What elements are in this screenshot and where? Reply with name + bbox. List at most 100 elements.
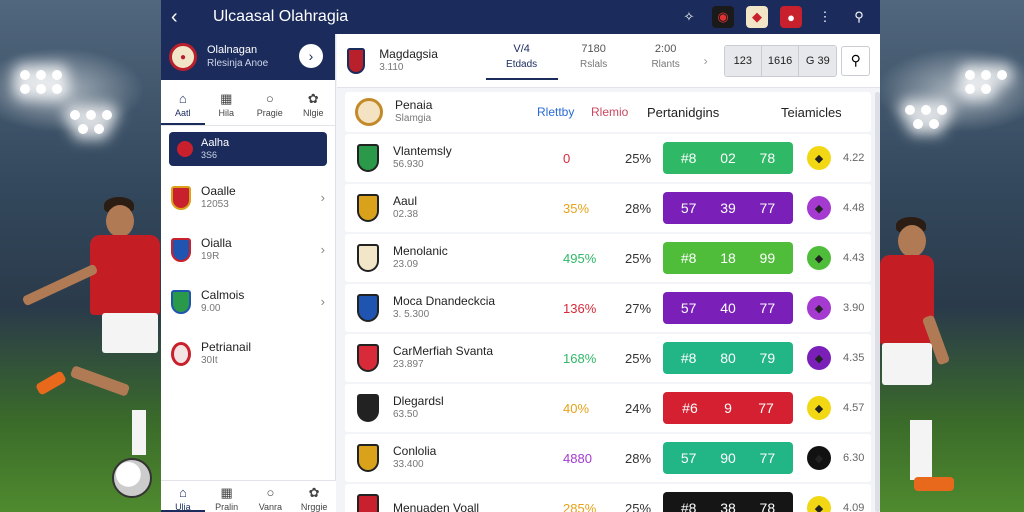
- odds-value: 6.30: [843, 452, 865, 464]
- team-crest-icon: [177, 141, 193, 157]
- tab-results[interactable]: 7180 Rslals: [580, 42, 608, 70]
- status-badge-icon[interactable]: ◆: [807, 496, 831, 512]
- stats-bar: #8 18 99: [663, 242, 793, 274]
- stat-value: 18: [720, 250, 736, 266]
- top-bar: ‹ Ulcaasal Olahragia ✧ ◉ ◆ ● ⋮ ⚲: [161, 0, 880, 34]
- tab-group[interactable]: ✿ Nlgie: [292, 80, 336, 125]
- team-list-item[interactable]: Calmois 9.00 ›: [161, 276, 335, 328]
- tab-home[interactable]: ⌂ Aatl: [161, 80, 205, 125]
- floodlight-left: [20, 70, 110, 110]
- search-icon[interactable]: ⚲: [854, 9, 864, 24]
- nav-group[interactable]: ✿ Nrggie: [292, 481, 336, 512]
- table-row[interactable]: CarMerfiah Svanta 23.897 168% 25% #8 80 …: [345, 334, 871, 382]
- stat-value: 57: [680, 300, 697, 316]
- match-header: Magdagsia 3.110 V/4 Etdads 7180 Rslals 2…: [337, 34, 880, 88]
- tab-documents[interactable]: ▦ Hila: [205, 80, 249, 125]
- team-list-item[interactable]: Oaalle 12053 ›: [161, 172, 335, 224]
- table-row[interactable]: Dlegardsl 63.50 40% 24% #6 9 77 ◆ 4.57: [345, 384, 871, 432]
- home-icon: ⌂: [178, 485, 187, 500]
- stat-value: 02: [720, 150, 736, 166]
- status-badge-icon[interactable]: ◆: [807, 446, 831, 470]
- team-shield-icon: [171, 290, 191, 314]
- stat-value: #8: [680, 150, 697, 166]
- team-name: Moca Dnandeckcia: [393, 294, 496, 308]
- stat-value: 90: [720, 450, 736, 466]
- notification-icon[interactable]: ●: [780, 6, 802, 28]
- selected-team-item[interactable]: Aalha 3S6: [169, 132, 327, 166]
- search-button[interactable]: ⚲: [841, 45, 870, 76]
- score-box[interactable]: G 39: [799, 45, 837, 76]
- club-crest-icon[interactable]: ◆: [746, 6, 768, 28]
- percentage-value: 4880: [563, 450, 592, 466]
- floodlight-right-2: [965, 70, 1024, 110]
- match-tabs: V/4 Etdads 7180 Rslals 2:00 Rlants: [485, 42, 702, 80]
- secondary-percentage: 25%: [625, 150, 652, 166]
- group-icon: ✿: [308, 485, 320, 500]
- chevron-right-icon: ›: [320, 294, 325, 309]
- secondary-percentage: 25%: [625, 350, 652, 366]
- team-badge-icon[interactable]: ◉: [712, 6, 734, 28]
- profile-card[interactable]: ● Olalnagan Rlesinja Anoe ›: [161, 34, 335, 80]
- more-icon[interactable]: ⋮: [818, 9, 832, 24]
- nav-chat[interactable]: ○ Vanra: [249, 481, 293, 512]
- table-row[interactable]: Moca Dnandeckcia 3. 5.300 136% 27% 57 40…: [345, 284, 871, 332]
- table-row[interactable]: Aaul 02.38 35% 28% 57 39 77 ◆ 4.48: [345, 184, 871, 232]
- tab-chat[interactable]: ○ Pragie: [248, 80, 292, 125]
- percentage-value: 35%: [563, 200, 590, 216]
- table-row[interactable]: Conlolia 33.400 4880 28% 57 90 77 ◆ 6.30: [345, 434, 871, 482]
- column-header-2[interactable]: Rlemio: [591, 105, 629, 119]
- team-list-item[interactable]: Oialla 19R ›: [161, 224, 335, 276]
- status-badge-icon[interactable]: ◆: [807, 146, 831, 170]
- odds-value: 4.43: [843, 252, 865, 264]
- stat-value: 80: [720, 350, 736, 366]
- secondary-percentage: 28%: [625, 200, 652, 216]
- scrollbar[interactable]: [875, 92, 880, 512]
- secondary-percentage: 24%: [625, 400, 652, 416]
- football: [112, 458, 152, 498]
- score-box[interactable]: 1616: [761, 45, 800, 76]
- stat-value: 77: [759, 300, 776, 316]
- stats-bar: #8 80 79: [663, 342, 793, 374]
- team-name: Dlegardsl: [393, 394, 444, 408]
- floodlight-right: [905, 105, 995, 145]
- percentage-value: 40%: [563, 400, 590, 416]
- team-sub: 63.50: [393, 409, 419, 420]
- stat-value: 57: [680, 200, 697, 216]
- team-sub: 02.38: [393, 209, 419, 220]
- status-badge-icon[interactable]: ◆: [807, 196, 831, 220]
- status-badge-icon[interactable]: ◆: [807, 246, 831, 270]
- search-icon: ⚲: [850, 52, 861, 68]
- status-badge-icon[interactable]: ◆: [807, 296, 831, 320]
- status-badge-icon[interactable]: ◆: [807, 346, 831, 370]
- team-name: Menuaden Voall: [393, 500, 480, 512]
- floodlight-left-2: [70, 110, 160, 150]
- table-row[interactable]: Menolanic 23.09 495% 25% #8 18 99 ◆ 4.43: [345, 234, 871, 282]
- translate-icon[interactable]: ✧: [683, 9, 695, 24]
- tab-points[interactable]: 2:00 Rlants: [651, 42, 680, 70]
- odds-value: 4.57: [843, 402, 865, 414]
- column-header-1[interactable]: Rlettby: [537, 105, 575, 119]
- team-shield-icon: [171, 342, 191, 366]
- stats-bar: #8 02 78: [663, 142, 793, 174]
- score-boxes: 123 1616 G 39: [723, 44, 838, 77]
- stat-value: 77: [759, 450, 776, 466]
- team-name: CarMerfiah Svanta: [393, 344, 494, 358]
- table-row[interactable]: Vlantemsly 56.930 0 25% #8 02 78 ◆ 4.22: [345, 134, 871, 182]
- team-list-item[interactable]: Petrianail 30It: [161, 328, 335, 380]
- stat-value: #8: [680, 350, 697, 366]
- tab-details[interactable]: V/4 Etdads: [485, 42, 558, 80]
- nav-home[interactable]: ⌂ Ulia: [161, 481, 205, 512]
- stats-bar: 57 40 77: [663, 292, 793, 324]
- table-row[interactable]: Menuaden Voall 285% 25% #8 38 78 ◆ 4.09: [345, 484, 871, 512]
- profile-sub: Rlesinja Anoe: [207, 58, 269, 69]
- nav-documents[interactable]: ▦ Pralin: [205, 481, 249, 512]
- score-box[interactable]: 123: [724, 45, 762, 76]
- chat-icon: ○: [265, 91, 274, 106]
- team-shield-icon: [357, 494, 379, 512]
- chevron-right-icon[interactable]: ›: [703, 53, 708, 68]
- status-badge-icon[interactable]: ◆: [807, 396, 831, 420]
- back-icon[interactable]: ‹: [171, 5, 178, 28]
- player-left-illustration: [20, 195, 160, 495]
- chevron-right-icon[interactable]: ›: [299, 44, 323, 68]
- team-shield-icon: [357, 244, 379, 272]
